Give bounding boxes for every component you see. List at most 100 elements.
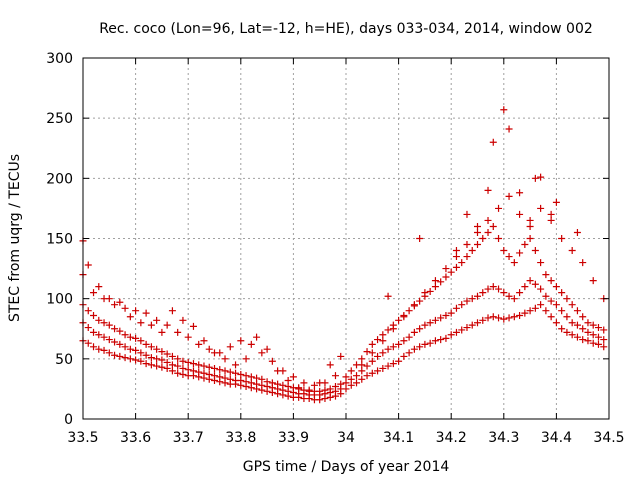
data-point [174, 328, 182, 336]
data-point [400, 313, 408, 321]
data-point [84, 324, 92, 332]
x-tick-label: 34.1 [383, 430, 414, 446]
data-point [111, 351, 119, 359]
data-point [158, 363, 166, 371]
data-point [90, 328, 98, 336]
grid [83, 58, 609, 419]
data-point [337, 352, 345, 360]
data-point [563, 313, 571, 321]
data-point [263, 345, 271, 353]
data-point [126, 355, 134, 363]
data-point [132, 334, 140, 342]
data-point [458, 301, 466, 309]
data-point [547, 216, 555, 224]
data-point [542, 292, 550, 300]
data-point [331, 383, 339, 391]
data-point [474, 222, 481, 230]
data-point [516, 289, 524, 297]
data-point [594, 324, 602, 332]
data-point [563, 328, 571, 336]
data-point [374, 367, 382, 375]
data-point [489, 222, 497, 230]
data-point [358, 367, 366, 375]
data-point [237, 376, 245, 384]
data-point [479, 235, 487, 242]
data-point [84, 339, 92, 347]
data-point [253, 333, 261, 341]
data-point [90, 289, 98, 297]
data-point [531, 280, 539, 288]
data-point [584, 328, 592, 336]
data-point [579, 325, 587, 333]
data-point [326, 385, 334, 393]
data-point [552, 301, 560, 309]
data-point [168, 361, 176, 369]
data-point [226, 368, 234, 376]
data-point [268, 379, 276, 387]
data-point [489, 138, 497, 146]
data-point [568, 319, 576, 327]
data-point [368, 349, 376, 357]
data-point [211, 364, 218, 372]
data-point [368, 357, 376, 365]
data-point [516, 312, 524, 320]
data-point [358, 375, 366, 383]
data-point [542, 271, 550, 279]
data-point [179, 364, 187, 372]
data-point [374, 352, 382, 360]
data-point [384, 292, 392, 300]
data-point [168, 307, 176, 315]
data-point [258, 349, 266, 357]
x-tick-label: 33.7 [173, 430, 204, 446]
data-point [247, 373, 255, 381]
data-point [184, 333, 192, 341]
data-point [452, 253, 460, 261]
data-point [489, 313, 497, 321]
data-point [147, 354, 155, 362]
data-point [510, 295, 518, 303]
data-point [174, 369, 182, 377]
data-point [526, 216, 534, 224]
data-point [400, 352, 408, 360]
data-point [458, 259, 466, 267]
data-point [400, 337, 408, 345]
data-point [431, 316, 439, 324]
data-point [121, 304, 129, 312]
data-point [195, 368, 203, 376]
data-point [142, 309, 150, 317]
data-point [505, 192, 513, 200]
y-axis-title: STEC from uqrg / TECUs [7, 154, 23, 322]
data-point [437, 278, 445, 286]
x-tick-label: 33.6 [120, 430, 151, 446]
data-point [558, 235, 566, 242]
data-point [516, 189, 524, 197]
data-point [505, 253, 513, 261]
data-point [552, 319, 560, 327]
data-point [452, 328, 460, 336]
data-point [168, 367, 176, 375]
data-point [495, 235, 503, 242]
data-point [589, 321, 597, 329]
data-point [463, 210, 471, 218]
x-tick-label: 34.2 [436, 430, 467, 446]
data-point [468, 247, 476, 255]
data-point [100, 346, 108, 354]
data-point [200, 362, 208, 370]
data-point [589, 277, 597, 285]
data-point [126, 313, 134, 321]
y-tick-label: 250 [46, 111, 73, 127]
data-point [474, 241, 481, 249]
data-point [426, 319, 434, 327]
data-point [126, 333, 134, 341]
data-point [221, 355, 229, 363]
data-point [95, 316, 103, 324]
data-point [384, 326, 392, 334]
data-point [95, 345, 103, 353]
data-point [452, 263, 460, 271]
data-point [479, 316, 487, 324]
data-point [437, 314, 445, 322]
data-point [552, 198, 560, 206]
data-point [374, 336, 382, 344]
data-point [90, 343, 98, 351]
data-point [521, 241, 529, 249]
